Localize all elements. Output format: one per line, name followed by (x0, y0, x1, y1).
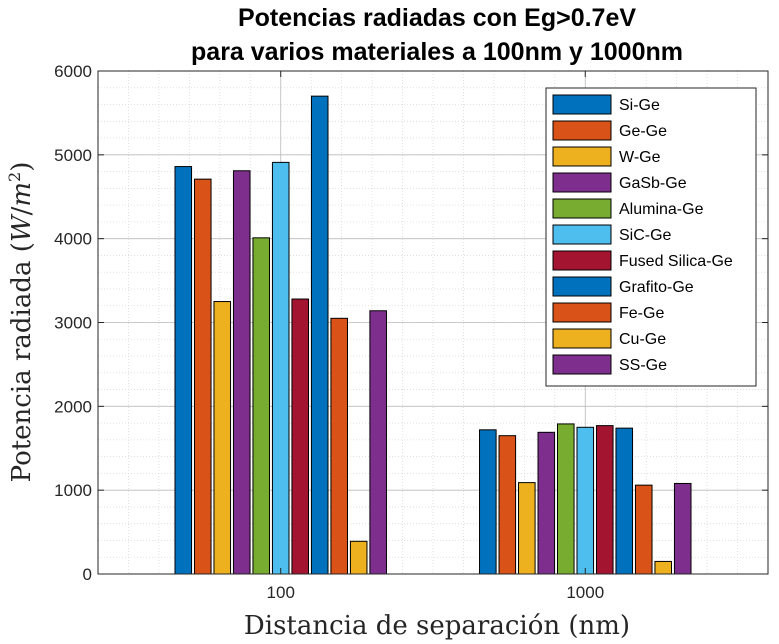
bar (193, 178, 212, 575)
bars-group (174, 95, 692, 575)
legend: Si-Ge Ge-Ge W-Ge GaSb-Ge Alumina-Ge SiC-Ge Fus… (545, 87, 757, 387)
bar (310, 95, 329, 575)
legend-label: Fused Silica-Ge (619, 253, 733, 270)
legend-label: Fe-Ge (619, 305, 664, 322)
y-tick-label: 0 (83, 565, 92, 584)
legend-swatch (552, 120, 612, 141)
y-axis-label-exp: 2 (5, 172, 24, 182)
y-axis-label-var2: m (7, 182, 37, 207)
y-axis-label-slash: / (7, 206, 37, 215)
y-axis-label-var: W (7, 213, 37, 242)
bar (654, 560, 673, 575)
bar (479, 429, 497, 575)
legend-swatch (552, 198, 612, 219)
legend-swatch (552, 276, 612, 297)
chart-title-line-2: para varios materiales a 100nm y 1000nm (191, 38, 683, 66)
legend-label: GaSb-Ge (619, 175, 687, 192)
bar (271, 161, 290, 575)
y-axis-label-prefix: Potencia radiada ( (7, 242, 37, 482)
legend-label: Ge-Ge (619, 123, 667, 140)
bar (349, 540, 368, 575)
ticks-group: 0 1000 2000 3000 4000 5000 6000 100 1000 (54, 62, 768, 602)
legend-label: SS-Ge (619, 357, 667, 374)
bar (673, 482, 692, 575)
legend-swatch (552, 354, 612, 375)
bar (232, 170, 251, 575)
bar (252, 237, 271, 575)
bar (615, 427, 634, 575)
chart-title-line-1: Potencias radiadas con Eg>0.7eV (238, 4, 636, 32)
legend-label: Grafito-Ge (619, 279, 694, 296)
legend-label: SiC-Ge (619, 227, 672, 244)
bar (634, 484, 653, 575)
bar (576, 426, 595, 575)
legend-label: Si-Ge (619, 97, 660, 114)
y-axis-label-suffix: ) (7, 162, 37, 172)
bar (557, 423, 575, 575)
y-tick-label: 6000 (54, 62, 92, 81)
legend-swatch (552, 302, 612, 323)
legend-label: Cu-Ge (619, 331, 666, 348)
legend-label: Alumina-Ge (619, 201, 704, 218)
bar (518, 482, 536, 575)
legend-swatch (552, 146, 612, 167)
bar (330, 317, 348, 575)
legend-swatch (552, 224, 612, 245)
y-tick-label: 1000 (54, 481, 92, 500)
x-axis-label: Distancia de separación (nm) (244, 611, 630, 641)
legend-swatch (552, 328, 612, 349)
x-tick-label: 100 (267, 583, 295, 602)
legend-label: W-Ge (619, 149, 661, 166)
bar (369, 310, 387, 575)
bar (498, 435, 517, 575)
y-tick-label: 5000 (54, 146, 92, 165)
bar (213, 301, 232, 575)
bar (537, 431, 556, 575)
y-axis-label: Potencia radiada (W/m2) (5, 162, 37, 483)
y-tick-label: 4000 (54, 230, 92, 249)
bar (291, 298, 309, 575)
bar (174, 166, 193, 575)
bar (595, 425, 614, 575)
legend-swatch (552, 172, 612, 193)
x-tick-label: 1000 (566, 583, 604, 602)
legend-swatch (552, 250, 612, 271)
legend-swatch (552, 94, 612, 115)
y-tick-label: 2000 (54, 397, 92, 416)
y-tick-label: 3000 (54, 314, 92, 333)
